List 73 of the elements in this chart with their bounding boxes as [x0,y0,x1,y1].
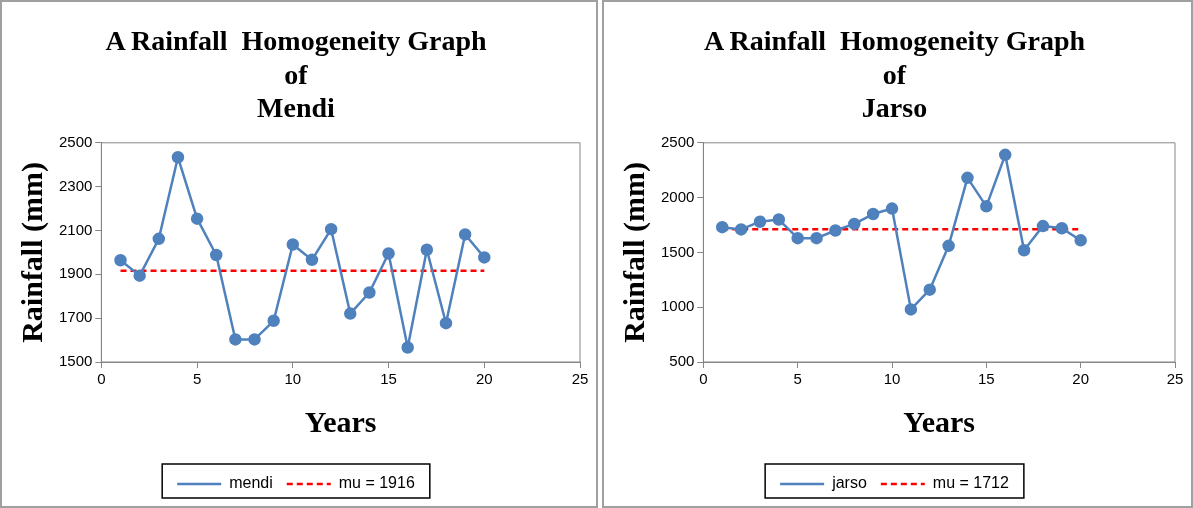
legend-label: jarso [831,474,867,492]
y-tick-label: 2500 [58,132,93,150]
x-tick-label: 20 [1072,370,1090,388]
y-tick-label: 500 [669,352,695,370]
point [1036,219,1050,233]
point [229,333,242,346]
y-tick-label: 2300 [58,176,93,194]
y-axis-title: Rainfall (mm) [616,161,651,343]
point [942,239,955,253]
legend-label: mu = 1712 [932,474,1009,492]
y-axis-title: Rainfall (mm) [14,161,49,343]
point [324,222,338,236]
point [810,231,823,245]
point [114,254,127,267]
point [998,148,1012,162]
point [772,213,786,226]
legend-label: mendi [229,474,273,492]
point [848,217,861,231]
y-tick-label: 1000 [660,297,695,315]
point [152,232,166,246]
x-tick-label: 25 [571,370,589,388]
y-tick-label: 2100 [58,220,93,238]
point [382,247,395,260]
chart-title: A Rainfall Homogeneity Graph of Jarso [703,25,1086,124]
x-tick-label: 0 [699,370,708,388]
point [715,220,729,234]
point [439,316,453,330]
x-tick-label: 15 [380,370,397,388]
point [420,243,434,257]
point [171,151,185,164]
point [1055,222,1069,235]
y-tick-label: 1900 [58,264,93,282]
x-tick-label: 10 [883,370,901,388]
point [401,341,414,354]
x-tick-label: 5 [793,370,802,388]
x-tick-label: 20 [475,370,493,388]
point [980,200,993,213]
point [904,303,918,316]
y-tick-label: 2500 [660,132,695,150]
point [734,223,748,236]
x-tick-label: 5 [192,370,202,388]
point [344,307,357,320]
point [829,224,842,237]
x-tick-label: 25 [1166,370,1184,388]
point [363,286,376,299]
y-tick-label: 1500 [660,242,695,260]
point [133,269,146,282]
point [753,215,767,228]
point [885,202,899,215]
point [209,248,223,262]
point [1074,234,1087,247]
x-tick-label: 0 [97,370,106,388]
point [791,231,804,245]
point [478,251,491,264]
x-axis-title: Years [903,404,976,438]
x-tick-label: 15 [978,370,995,388]
y-tick-label: 1500 [58,352,93,370]
point [961,171,974,185]
chart-title: A Rainfall Homogeneity Graph of Mendi [105,25,487,124]
legend-label: mu = 1916 [338,474,415,492]
point [923,283,936,296]
point [286,238,300,251]
point [248,333,261,346]
point [458,228,472,241]
x-axis-title: Years [304,404,377,438]
x-tick-label: 10 [284,370,302,388]
point [866,207,880,221]
point [190,212,204,225]
y-tick-label: 2000 [660,187,695,205]
point [267,314,280,328]
point [305,253,319,267]
point [1017,243,1031,257]
y-tick-label: 1700 [58,308,93,326]
